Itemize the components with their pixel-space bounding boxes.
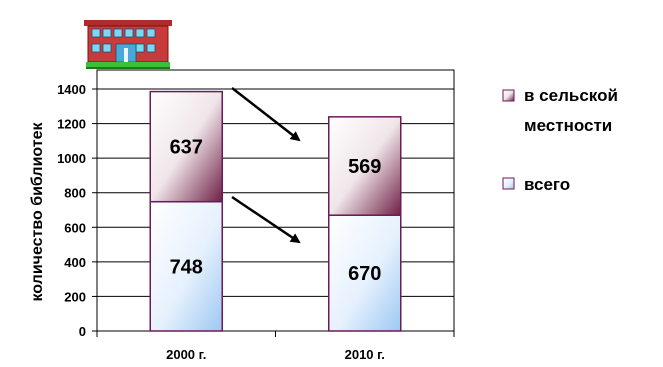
legend-swatch-rural — [502, 89, 515, 102]
bars — [149, 90, 402, 332]
trend-arrow-rural — [231, 87, 301, 142]
legend: в сельской местности всего — [502, 86, 618, 194]
category-labels: 2000 г. 2010 г. — [166, 347, 385, 362]
y-tick-labels: 0 200 400 600 800 1000 1200 1400 — [57, 82, 86, 339]
legend-swatch-total — [502, 177, 515, 190]
y-tick-label: 1000 — [57, 151, 86, 166]
trend-arrows — [231, 87, 301, 244]
y-tick-label: 1400 — [57, 82, 86, 97]
bar-total-0 — [149, 200, 223, 332]
data-label-rural-0: 637 — [170, 137, 203, 159]
y-tick-label: 600 — [64, 220, 86, 235]
y-tick-label: 800 — [64, 186, 86, 201]
trend-arrow-total — [231, 195, 301, 244]
y-tick-label: 0 — [79, 324, 86, 339]
data-label-total-1: 670 — [348, 263, 381, 285]
legend-label-rural-line1: в сельской — [524, 86, 618, 105]
x-category-label: 2010 г. — [345, 347, 385, 362]
bar-rural-1 — [328, 116, 402, 216]
library-building-icon — [84, 20, 172, 69]
data-labels: 748 637 670 569 — [170, 137, 382, 285]
y-tick-label: 200 — [64, 289, 86, 304]
y-tick-label: 1200 — [57, 117, 86, 132]
y-tick-label: 400 — [64, 255, 86, 270]
x-category-label: 2000 г. — [166, 347, 206, 362]
data-label-rural-1: 569 — [348, 156, 381, 178]
bar-rural-0 — [149, 90, 223, 203]
bar-total-1 — [328, 214, 402, 332]
legend-label-rural-line2: местности — [524, 116, 612, 135]
legend-label-total: всего — [524, 175, 570, 194]
legend-item-total: всего — [502, 175, 570, 194]
data-label-total-0: 748 — [170, 256, 203, 278]
legend-item-rural: в сельской местности — [502, 86, 618, 135]
y-axis-title: количество библиотек — [29, 121, 46, 301]
